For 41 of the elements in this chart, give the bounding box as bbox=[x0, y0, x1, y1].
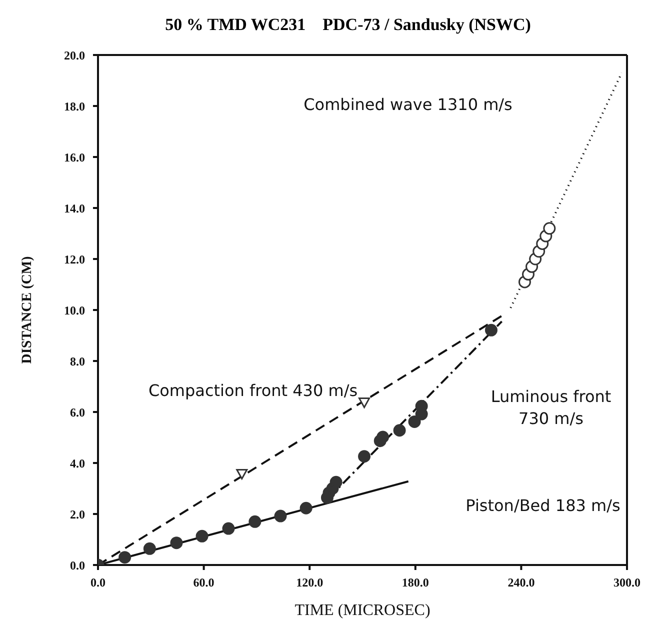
point bbox=[393, 424, 406, 437]
y-tick-label: 4.0 bbox=[70, 456, 85, 470]
annotation: Piston/Bed 183 m/s bbox=[466, 495, 620, 517]
point bbox=[143, 542, 156, 555]
x-tick-label: 180.0 bbox=[402, 576, 429, 590]
annotation: Luminous front 730 m/s bbox=[490, 386, 612, 430]
y-tick-label: 10.0 bbox=[64, 303, 85, 318]
x-tick-label: 300.0 bbox=[614, 576, 640, 590]
point bbox=[376, 430, 390, 444]
point bbox=[484, 324, 498, 336]
y-tick-label: 6.0 bbox=[70, 405, 85, 420]
point bbox=[408, 415, 421, 428]
y-tick-label: 2.0 bbox=[70, 507, 85, 522]
point bbox=[274, 510, 287, 522]
point bbox=[358, 398, 370, 408]
y-axis-title: DISTANCE (CM) bbox=[20, 256, 35, 364]
y-tick-label: 20.0 bbox=[64, 48, 85, 62]
chart-title: 50 % TMD WC231 PDC-73 / Sandusky (NSWC) bbox=[164, 14, 532, 36]
point bbox=[196, 530, 208, 542]
point bbox=[236, 468, 248, 480]
x-tick-label: 240.0 bbox=[508, 576, 535, 590]
point bbox=[222, 522, 235, 535]
point bbox=[330, 476, 342, 488]
x-tick-label: 0.0 bbox=[90, 576, 106, 590]
y-tick-label: 18.0 bbox=[64, 99, 85, 114]
y-tick-label: 14.0 bbox=[64, 201, 85, 216]
y-tick-label: 0.0 bbox=[70, 558, 85, 572]
point bbox=[248, 515, 262, 528]
y-tick-label: 8.0 bbox=[70, 354, 85, 368]
x-tick-label: 120.0 bbox=[296, 576, 324, 590]
point bbox=[300, 502, 312, 514]
y-tick-label: 12.0 bbox=[64, 252, 85, 266]
point bbox=[543, 222, 556, 235]
y-tick-label: 16.0 bbox=[64, 150, 85, 164]
point bbox=[118, 551, 132, 564]
point bbox=[170, 536, 183, 550]
point bbox=[358, 450, 371, 463]
x-axis-title: TIME (MICROSEC) bbox=[294, 602, 430, 619]
annotation: Combined wave 1310 m/s bbox=[304, 94, 512, 116]
x-tick-label: 60.0 bbox=[193, 576, 214, 590]
annotation: Compaction front 430 m/s bbox=[148, 380, 358, 402]
